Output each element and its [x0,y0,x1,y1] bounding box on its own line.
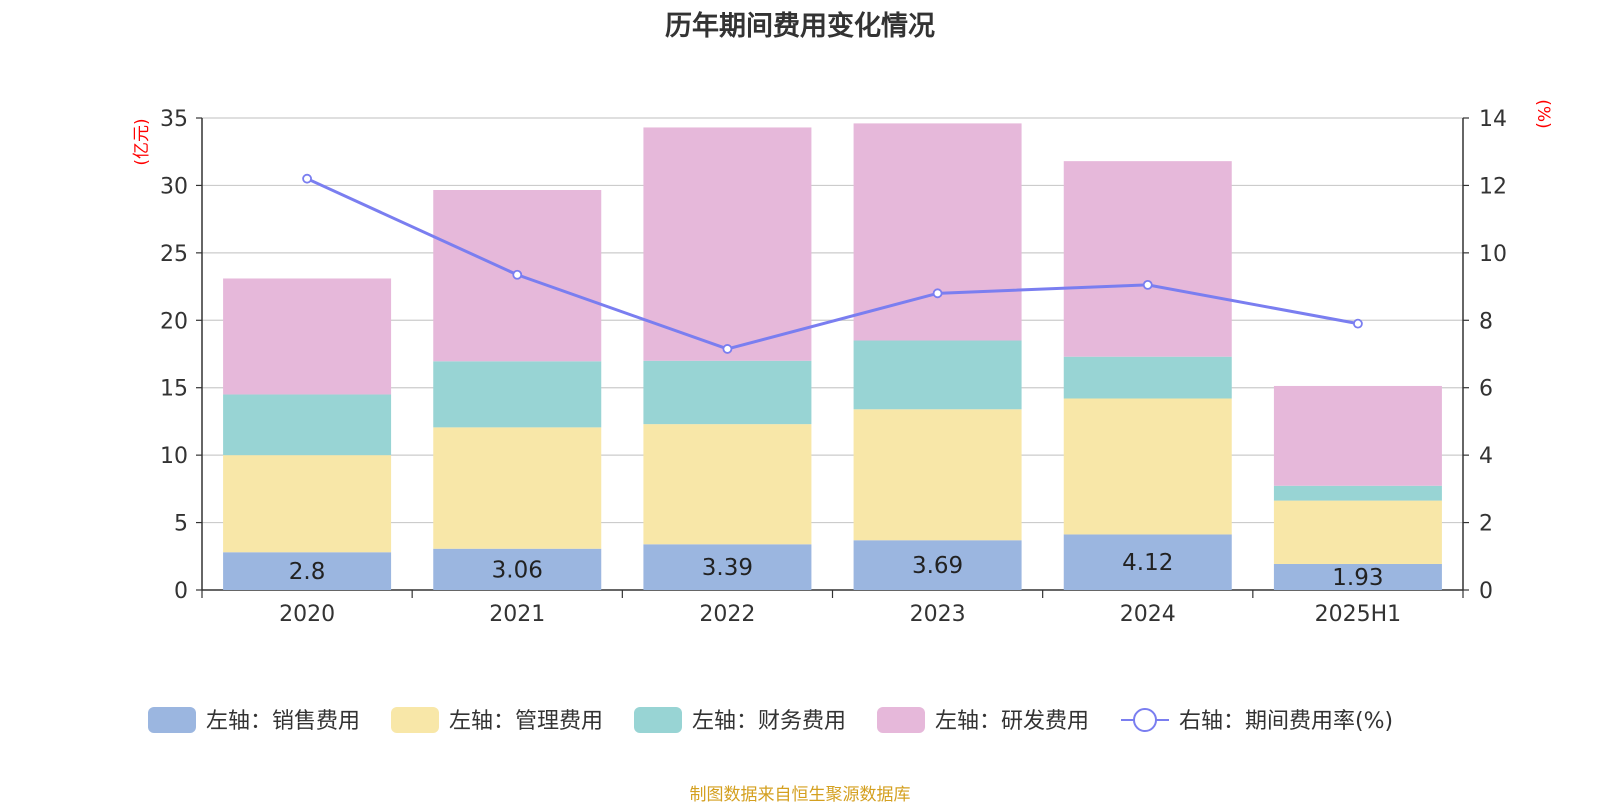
bar-admin [433,427,602,549]
bar-admin [1063,398,1232,535]
bar-sales [853,540,1022,590]
bar-sales [223,552,392,590]
legend-label-sales: 左轴：销售费用 [206,709,360,734]
x-tick-label: 2020 [279,602,335,627]
bar-finance [223,394,392,456]
right-tick-label: 12 [1479,174,1507,199]
line-rate [306,177,1359,351]
line-point [722,344,733,354]
right-tick-label: 0 [1479,579,1493,604]
line-point [932,288,943,299]
left-tick-label: 0 [174,579,188,604]
legend-swatch-sales [148,707,196,733]
legend-swatch-finance [634,707,682,733]
line-point [1353,318,1363,329]
x-tick-label: 2025H1 [1315,602,1402,627]
left-tick-label: 35 [160,107,188,132]
x-tick-label: 2022 [699,602,755,627]
right-tick-label: 10 [1479,242,1507,267]
bar-sales [1063,534,1232,590]
left-tick-label: 25 [160,242,188,267]
bar-sales [643,544,812,590]
chart-title: 历年期间费用变化情况 [665,11,935,42]
left-tick-label: 30 [160,174,188,199]
legend-label-rate: 右轴：期间费用率(%) [1179,709,1393,734]
right-tick-label: 14 [1479,107,1507,132]
bar-admin [643,424,812,545]
bar-finance [1273,485,1442,501]
legend-label-rd: 左轴：研发费用 [935,709,1089,734]
bar-finance [853,340,1022,410]
legend-marker-rate [1133,708,1157,732]
bar-rd [1273,385,1442,486]
bar-rd [223,278,392,395]
data-label-sales: 3.06 [492,557,543,583]
bar-admin [223,455,392,553]
line-point [1142,279,1153,290]
left-tick-label: 20 [160,309,188,334]
bar-admin [853,409,1022,541]
right-tick-label: 2 [1479,512,1493,537]
right-tick-label: 4 [1479,444,1493,469]
bar-admin [1273,500,1442,564]
x-tick-label: 2023 [910,602,966,627]
legend-swatch-rd [877,707,925,733]
right-tick-label: 8 [1479,309,1493,334]
bar-rd [643,127,812,361]
left-tick-label: 5 [174,512,188,537]
data-label-sales: 4.12 [1122,550,1173,576]
bar-finance [643,360,812,425]
bar-finance [433,361,602,428]
data-label-sales: 3.39 [702,555,753,581]
data-label-sales: 2.8 [289,559,326,585]
line-point [512,269,523,280]
bar-finance [1063,356,1232,399]
legend-label-admin: 左轴：管理费用 [449,709,603,734]
right-tick-label: 6 [1479,377,1493,402]
bar-sales [433,548,602,590]
bar-rd [853,123,1022,341]
bar-rd [1063,161,1232,357]
right-axis-unit: (%) [1533,99,1553,128]
line-point [302,173,312,184]
x-tick-label: 2024 [1120,602,1176,627]
legend-label-finance: 左轴：财务费用 [692,709,846,734]
bar-sales [1273,563,1442,590]
x-tick-label: 2021 [489,602,545,627]
legend-swatch-admin [391,707,439,733]
data-label-sales: 1.93 [1332,565,1383,591]
left-axis-unit: (亿元) [132,118,152,165]
data-label-sales: 3.69 [912,553,963,579]
left-tick-label: 15 [160,377,188,402]
left-tick-label: 10 [160,444,188,469]
source-note: 制图数据来自恒生聚源数据库 [689,785,911,805]
